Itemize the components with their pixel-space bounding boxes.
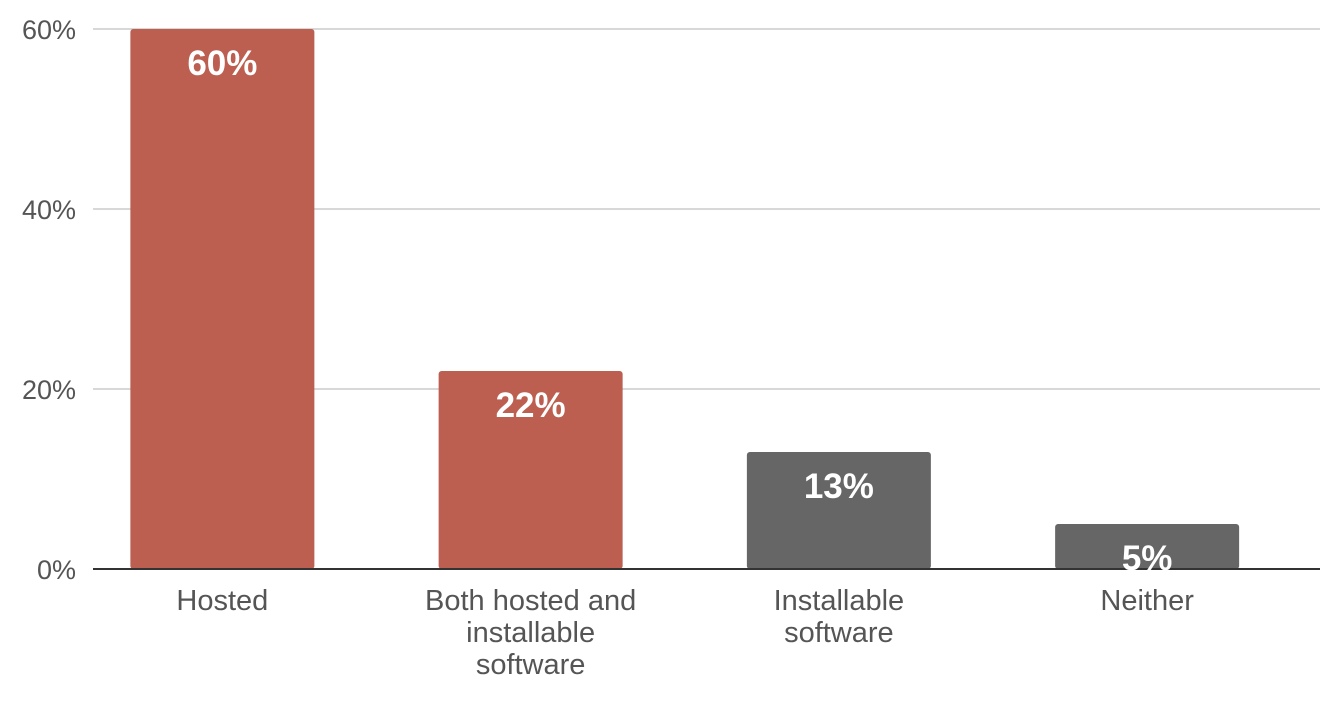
- bar-data-label: 5%: [1122, 539, 1173, 578]
- y-tick-label: 20%: [22, 375, 76, 405]
- x-category-label-line: Both hosted and: [425, 585, 636, 617]
- x-category-label: Installable software: [774, 585, 905, 649]
- x-category-label: Neither: [1100, 585, 1194, 617]
- bar: [1055, 524, 1240, 569]
- y-axis-ticks: 0% 20% 40% 60%: [22, 15, 76, 585]
- y-tick-label: 0%: [37, 555, 76, 585]
- bar-data-label: 22%: [496, 386, 566, 425]
- x-category-label-line: Neither: [1100, 585, 1194, 617]
- y-tick-label: 40%: [22, 195, 76, 225]
- bar-data-label: 13%: [804, 467, 874, 506]
- x-category-label-line: Hosted: [176, 585, 268, 617]
- y-tick-label: 60%: [22, 15, 76, 45]
- x-category-label-line: software: [784, 617, 894, 649]
- x-category-label-line: Installable: [774, 585, 905, 617]
- x-category-label-line: software: [476, 649, 586, 681]
- x-category-label-line: installable: [466, 617, 595, 649]
- bar: [438, 371, 623, 569]
- bar: [746, 452, 931, 569]
- bars: [130, 29, 1240, 569]
- bar-data-labels: 60% 22% 13% 5%: [187, 44, 1172, 578]
- bar-data-label: 60%: [187, 44, 257, 83]
- bar: [130, 29, 315, 569]
- x-category-label: Both hosted and installable software: [425, 585, 636, 681]
- x-category-label: Hosted: [176, 585, 268, 617]
- x-axis-category-labels: Hosted Both hosted and installable software…: [176, 585, 1194, 681]
